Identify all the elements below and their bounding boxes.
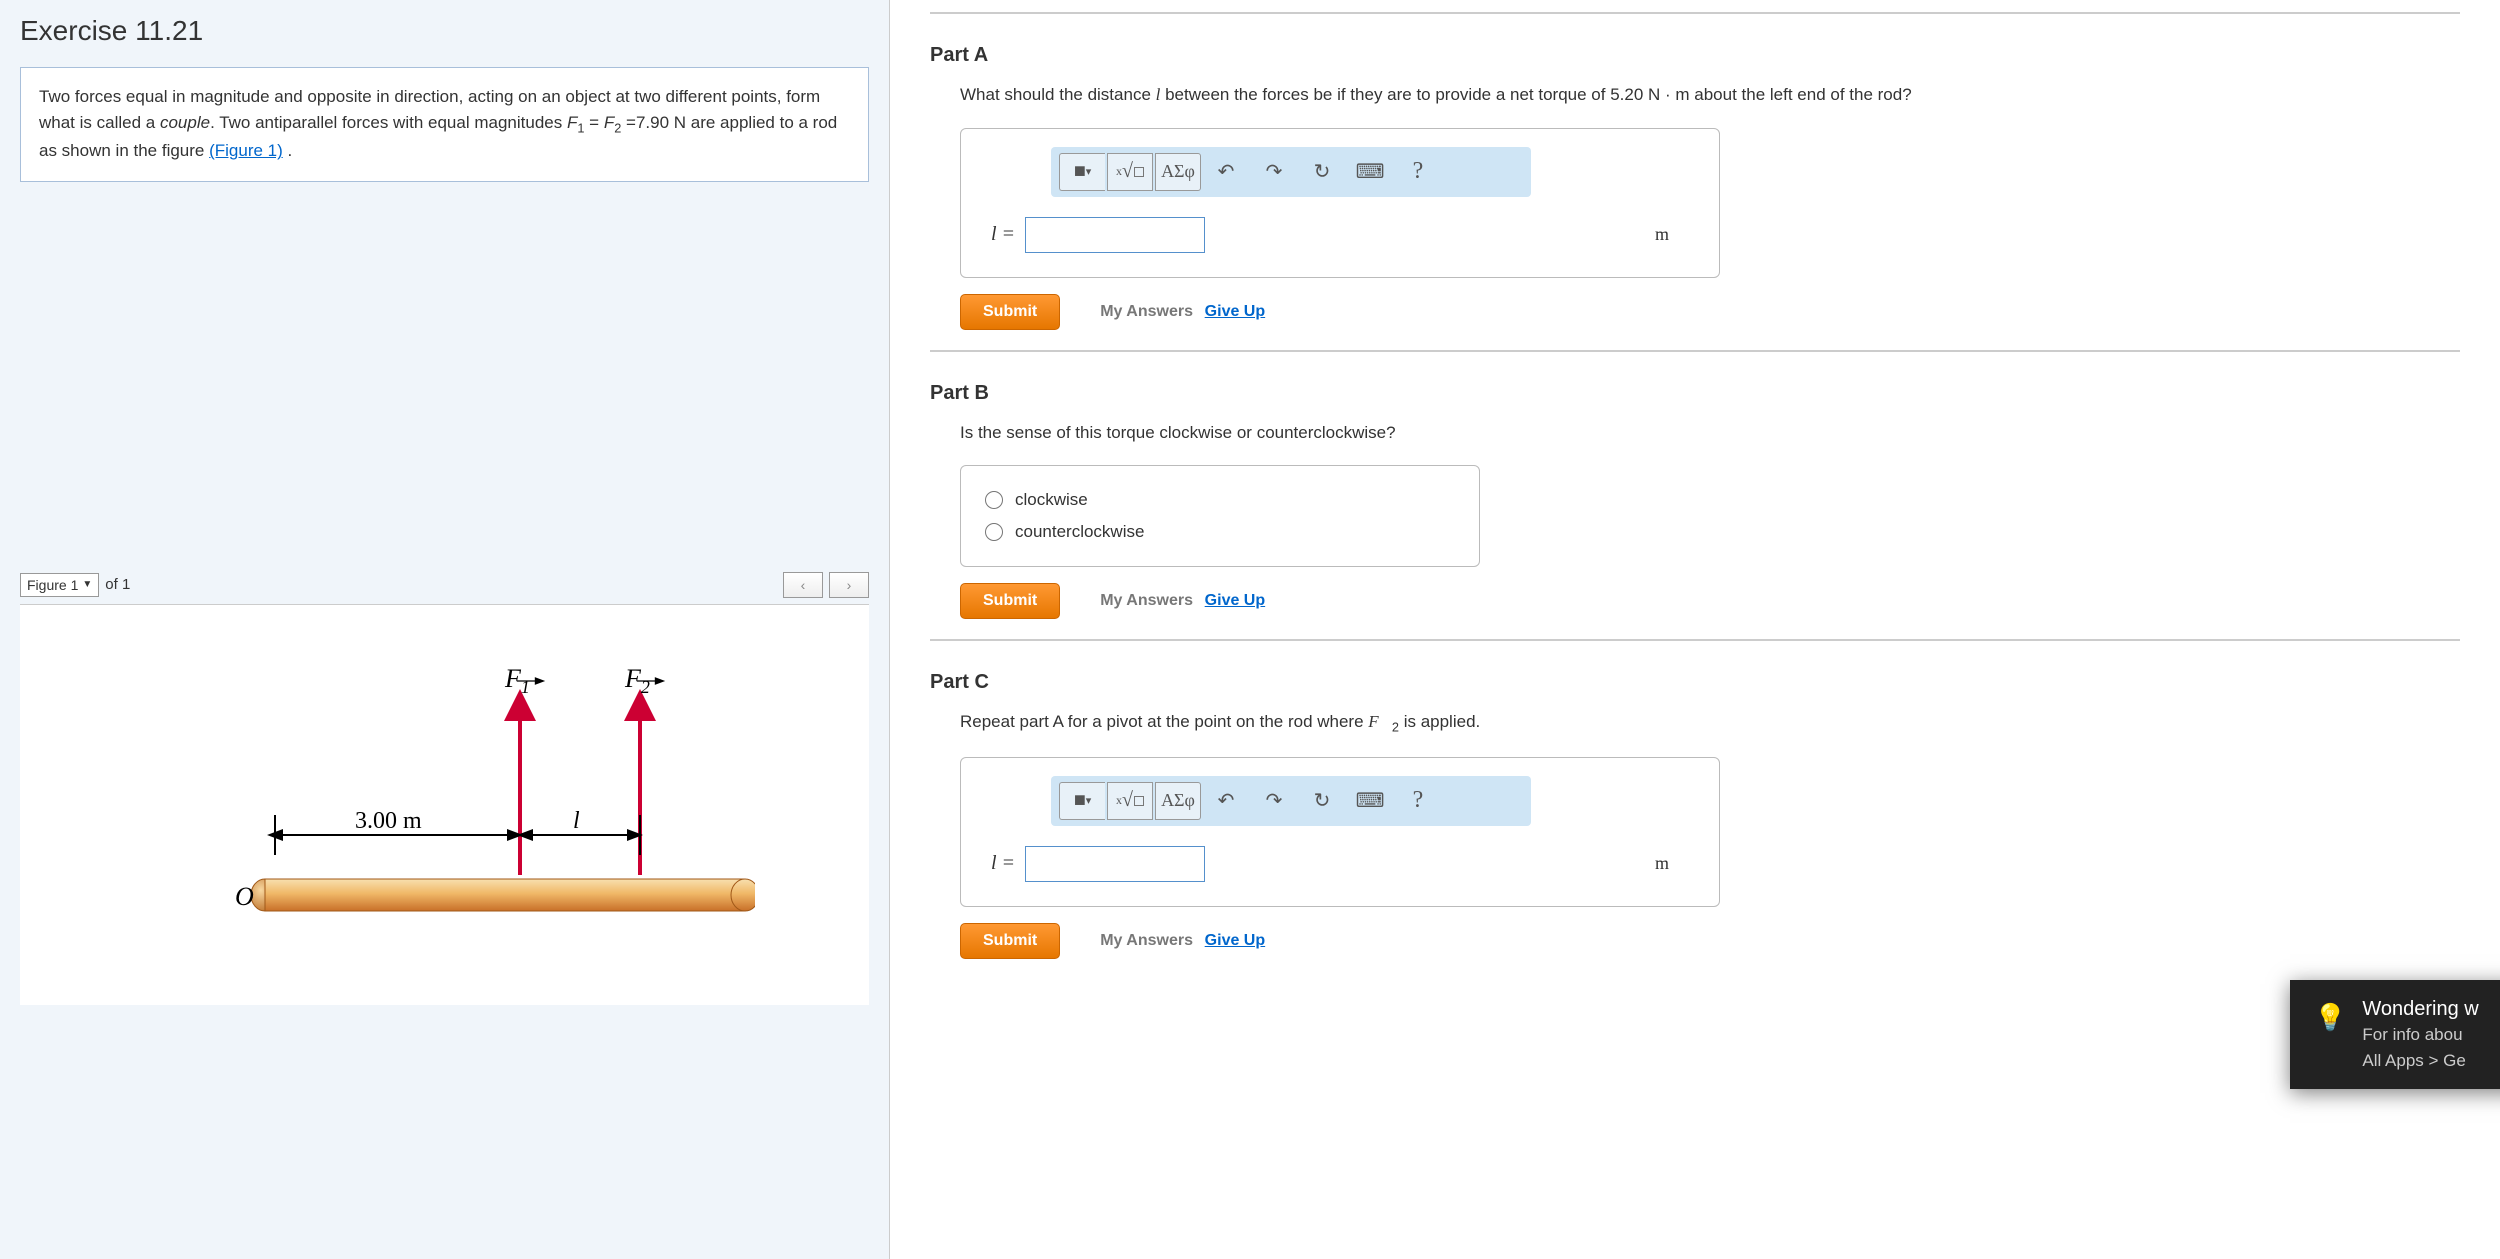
origin-label: O [235,882,254,911]
right-panel: Part A What should the distance l betwee… [890,0,2500,1259]
radio-clockwise[interactable]: clockwise [985,484,1455,516]
radio-clockwise-label: clockwise [1015,490,1088,510]
part-b-submit-button[interactable]: Submit [960,583,1060,619]
reset-button[interactable]: ↻ [1299,153,1345,191]
tip-line2: For info abou [2362,1025,2478,1045]
part-c-question: Repeat part A for a pivot at the point o… [960,709,2460,737]
figure-svg: O F1 F2 3.00 m l [135,645,755,965]
part-c-submit-button[interactable]: Submit [960,923,1060,959]
radio-clockwise-input[interactable] [985,491,1003,509]
part-c-input[interactable] [1025,846,1205,882]
reset-button-c[interactable]: ↻ [1299,782,1345,820]
part-b-question: Is the sense of this torque clockwise or… [960,420,2460,446]
part-a-var-label: l = [991,223,1015,246]
help-button-c[interactable]: ? [1395,782,1441,820]
part-c-answer-box: ■▾ x√ ΑΣφ ↶ ↷ ↻ ⌨ ? l = m [960,757,1720,907]
tip-popup[interactable]: 💡 Wondering w For info abou All Apps > G… [2290,980,2500,1089]
gap-label: l [573,808,580,834]
part-a-input[interactable] [1025,217,1205,253]
radio-counterclockwise-input[interactable] [985,523,1003,541]
part-c-header: Part C [930,671,2460,694]
part-b-radio-group: clockwise counterclockwise [960,465,1480,567]
figure-count: of 1 [105,576,130,593]
part-c-unit: m [1655,853,1669,874]
part-a-answer-box: ■▾ x√ ΑΣφ ↶ ↷ ↻ ⌨ ? l = m [960,128,1720,278]
part-a-my-answers: My Answers [1100,303,1193,320]
part-a-question: What should the distance l between the f… [960,82,2460,108]
dropdown-triangle-icon: ▼ [82,579,92,590]
figure-selector-label: Figure 1 [27,577,78,593]
part-a-give-up[interactable]: Give Up [1205,303,1265,320]
part-b-my-answers: My Answers [1100,592,1193,609]
formula-button-c[interactable]: x√ [1107,782,1153,820]
greek-button[interactable]: ΑΣφ [1155,153,1201,191]
figure-link[interactable]: (Figure 1) [209,141,283,160]
radio-counterclockwise-label: counterclockwise [1015,522,1144,542]
templates-button[interactable]: ■▾ [1059,153,1105,191]
next-figure-button[interactable]: › [829,572,869,598]
part-a-toolbar: ■▾ x√ ΑΣφ ↶ ↷ ↻ ⌨ ? [1051,147,1531,197]
keyboard-button[interactable]: ⌨ [1347,153,1393,191]
tip-line3: All Apps > Ge [2362,1051,2478,1071]
figure-selector[interactable]: Figure 1 ▼ [20,573,99,597]
lightbulb-icon: 💡 [2314,1002,2346,1033]
help-button[interactable]: ? [1395,153,1441,191]
part-b-header: Part B [930,382,2460,405]
part-b-give-up[interactable]: Give Up [1205,592,1265,609]
exercise-title: Exercise 11.21 [20,15,869,47]
part-c-toolbar: ■▾ x√ ΑΣφ ↶ ↷ ↻ ⌨ ? [1051,776,1531,826]
problem-statement: Two forces equal in magnitude and opposi… [20,67,869,182]
part-a-submit-button[interactable]: Submit [960,294,1060,330]
prev-figure-button[interactable]: ‹ [783,572,823,598]
part-c-my-answers: My Answers [1100,932,1193,949]
distance-label: 3.00 m [355,808,422,834]
templates-button-c[interactable]: ■▾ [1059,782,1105,820]
problem-tail: . [283,141,292,160]
part-a-header: Part A [930,44,2460,67]
undo-button-c[interactable]: ↶ [1203,782,1249,820]
redo-button-c[interactable]: ↷ [1251,782,1297,820]
figure-display: O F1 F2 3.00 m l [20,605,869,1005]
redo-button[interactable]: ↷ [1251,153,1297,191]
tip-line1: Wondering w [2362,998,2478,1021]
left-panel: Exercise 11.21 Two forces equal in magni… [0,0,890,1259]
greek-button-c[interactable]: ΑΣφ [1155,782,1201,820]
radio-counterclockwise[interactable]: counterclockwise [985,516,1455,548]
part-c-give-up[interactable]: Give Up [1205,932,1265,949]
part-c-var-label: l = [991,852,1015,875]
formula-button[interactable]: x√ [1107,153,1153,191]
part-a-unit: m [1655,224,1669,245]
keyboard-button-c[interactable]: ⌨ [1347,782,1393,820]
figure-nav-bar: Figure 1 ▼ of 1 ‹ › [20,572,869,605]
undo-button[interactable]: ↶ [1203,153,1249,191]
problem-text: Two forces equal in magnitude and opposi… [39,87,837,160]
